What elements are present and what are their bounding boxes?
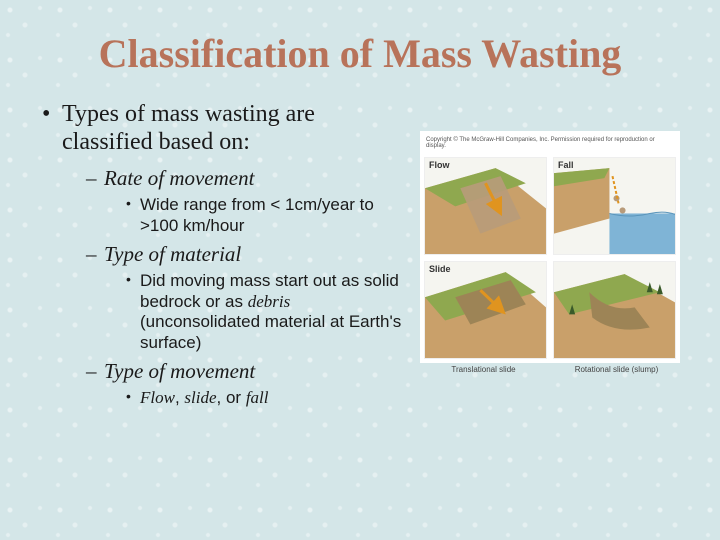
bullet-rate-detail: Wide range from < 1cm/year to >100 km/ho… [126, 195, 410, 236]
movement-fall: fall [246, 388, 269, 407]
fall-terrain-icon [554, 158, 675, 255]
content-area: Types of mass wasting are classified bas… [40, 101, 680, 416]
diagram-copyright: Copyright © The McGraw-Hill Companies, I… [424, 135, 676, 151]
material-post: (unconsolidated material at Earth's surf… [140, 312, 401, 351]
bullet-rate-label: Rate of movement [104, 166, 254, 190]
bullet-intro-text: Types of mass wasting are classified bas… [62, 101, 315, 155]
caption-right: Rotational slide (slump) [553, 363, 680, 374]
movement-m2: , or [217, 388, 246, 407]
diagram-cell-fall: Fall [553, 157, 676, 255]
text-column: Types of mass wasting are classified bas… [40, 101, 410, 416]
movement-slide: slide [184, 388, 216, 407]
material-italic: debris [248, 292, 291, 311]
bullet-material: Type of material Did moving mass start o… [86, 242, 410, 353]
diagram-column: Copyright © The McGraw-Hill Companies, I… [420, 101, 680, 416]
bullet-movement-label: Type of movement [104, 359, 255, 383]
slide-label: Slide [429, 264, 451, 274]
diagram-grid: Copyright © The McGraw-Hill Companies, I… [420, 131, 680, 363]
bullet-material-detail: Did moving mass start out as solid bedro… [126, 271, 410, 353]
flow-label: Flow [429, 160, 450, 170]
movement-flow: Flow [140, 388, 175, 407]
diagram-cell-slide2 [553, 261, 676, 359]
bullet-movement-detail: Flow, slide, or fall [126, 388, 410, 408]
fall-label: Fall [558, 160, 574, 170]
caption-row: Translational slide Rotational slide (sl… [420, 363, 680, 374]
diagram-cell-flow: Flow [424, 157, 547, 255]
caption-left: Translational slide [420, 363, 547, 374]
bullet-movement: Type of movement Flow, slide, or fall [86, 359, 410, 409]
bullet-rate: Rate of movement Wide range from < 1cm/y… [86, 166, 410, 236]
flow-terrain-icon [425, 158, 546, 255]
diagram-cell-slide1: Slide [424, 261, 547, 359]
slide2-terrain-icon [554, 262, 675, 359]
movement-m1: , [175, 388, 184, 407]
slide-title: Classification of Mass Wasting [40, 30, 680, 77]
bullet-material-label: Type of material [104, 242, 241, 266]
slide1-terrain-icon [425, 262, 546, 359]
bullet-intro: Types of mass wasting are classified bas… [40, 101, 410, 408]
